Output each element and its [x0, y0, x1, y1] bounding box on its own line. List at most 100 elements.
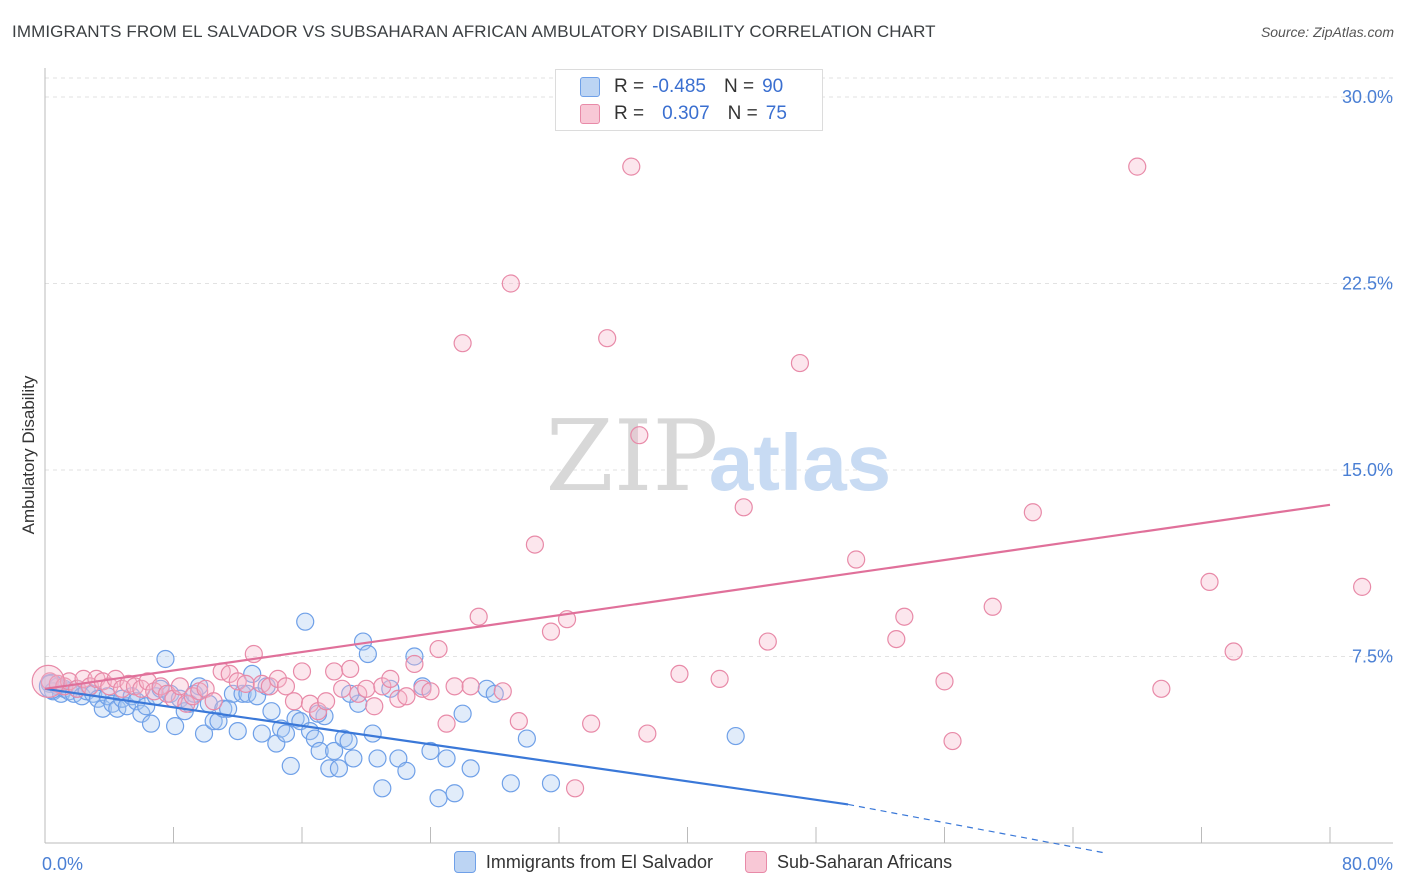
data-point [429, 789, 448, 808]
data-point [284, 692, 304, 711]
correlation-legend: R = -0.485 N = 90 R = 0.307 N = 75 [555, 69, 823, 131]
data-point [670, 664, 689, 684]
data-point [243, 664, 262, 684]
series-el-salvador-points [38, 612, 745, 808]
legend-row-el-salvador: R = -0.485 N = 90 [580, 74, 783, 100]
data-point [935, 672, 954, 691]
r-label: R = [614, 103, 645, 124]
y-tick-label: 15.0% [1342, 460, 1393, 480]
data-point [541, 774, 561, 793]
data-point [141, 714, 161, 733]
legend-label: Immigrants from El Salvador [485, 851, 713, 872]
data-point [316, 692, 336, 711]
r-value: -0.485 [652, 76, 706, 97]
data-point [895, 607, 914, 626]
data-point [325, 741, 344, 761]
r-label: R = [614, 76, 645, 97]
n-label: N = [727, 103, 758, 124]
data-point [151, 677, 170, 696]
data-point [296, 612, 315, 631]
r-value: 0.307 [662, 103, 710, 124]
data-point [445, 677, 464, 696]
data-point [320, 759, 339, 778]
data-point [252, 724, 271, 743]
legend-swatch-blue [580, 77, 600, 97]
data-point [598, 329, 617, 348]
data-point [1353, 577, 1372, 596]
data-point [469, 607, 488, 626]
tick-labels: 7.5% 15.0% 22.5% 30.0% 0.0% 80.0% [42, 87, 1393, 874]
data-point [453, 334, 472, 353]
data-point [365, 697, 384, 716]
data-point [630, 426, 649, 445]
x-tick-label: 0.0% [42, 854, 83, 874]
data-point [622, 157, 641, 176]
data-point [1128, 157, 1147, 176]
legend-item-el-salvador: Immigrants from El Salvador [453, 851, 713, 873]
y-tick-label: 30.0% [1342, 87, 1393, 107]
data-point-cluster [31, 664, 65, 698]
data-point [166, 717, 185, 736]
data-point [156, 649, 175, 669]
data-point [445, 784, 464, 803]
data-point [461, 677, 480, 696]
data-point [405, 647, 424, 666]
legend-swatch-pink [744, 851, 767, 873]
grid-lines [45, 77, 1393, 657]
data-point [194, 724, 214, 743]
data-point [1224, 642, 1243, 661]
watermark-atlas: atlas [709, 418, 891, 507]
data-point [517, 729, 536, 748]
trend-line-el-salvador [44, 687, 849, 806]
data-point [429, 639, 448, 659]
data-point [397, 761, 416, 780]
n-value: 90 [762, 76, 784, 97]
data-point [236, 674, 255, 693]
data-point [758, 632, 777, 651]
legend-swatch-blue [453, 851, 476, 873]
y-tick-label: 7.5% [1352, 647, 1393, 667]
data-point [341, 659, 360, 679]
watermark: ZIP atlas [546, 400, 892, 514]
data-point [381, 669, 400, 688]
data-point [358, 644, 377, 664]
data-point [461, 759, 480, 778]
trend-line-el-salvador-extension [848, 803, 1106, 854]
data-point [525, 535, 545, 554]
data-point [1023, 503, 1042, 522]
data-point [1152, 679, 1171, 698]
source-label: Source: ZipAtlas.com [1260, 24, 1394, 40]
legend-item-subsaharan: Sub-Saharan Africans [744, 851, 952, 873]
data-point [1200, 572, 1219, 592]
data-point [710, 669, 729, 688]
n-label: N = [723, 76, 755, 97]
data-point [983, 597, 1002, 616]
data-point [310, 741, 329, 761]
data-point [344, 749, 363, 768]
watermark-zip: ZIP [546, 400, 719, 514]
data-point [726, 726, 745, 746]
data-point [170, 677, 190, 696]
data-point [397, 687, 416, 706]
trend-lines [44, 503, 1331, 854]
data-point [943, 731, 962, 751]
data-point [421, 682, 440, 701]
data-point [325, 662, 344, 681]
series-legend: Immigrants from El Salvador Sub-Saharan … [0, 851, 1406, 873]
y-axis-title: Ambulatory Disability [19, 375, 38, 534]
data-point [262, 702, 281, 721]
data-point [368, 749, 387, 768]
data-point [292, 662, 312, 681]
data-point [541, 622, 561, 641]
data-point [405, 654, 424, 674]
n-value: 75 [765, 103, 787, 124]
legend-row-subsaharan: R = 0.307 N = 75 [580, 101, 787, 127]
data-point [421, 741, 440, 761]
data-point [509, 712, 528, 731]
data-point [790, 353, 810, 373]
data-point [204, 692, 223, 711]
data-point [373, 779, 392, 798]
y-tick-label: 22.5% [1342, 274, 1393, 294]
data-point [887, 629, 906, 649]
